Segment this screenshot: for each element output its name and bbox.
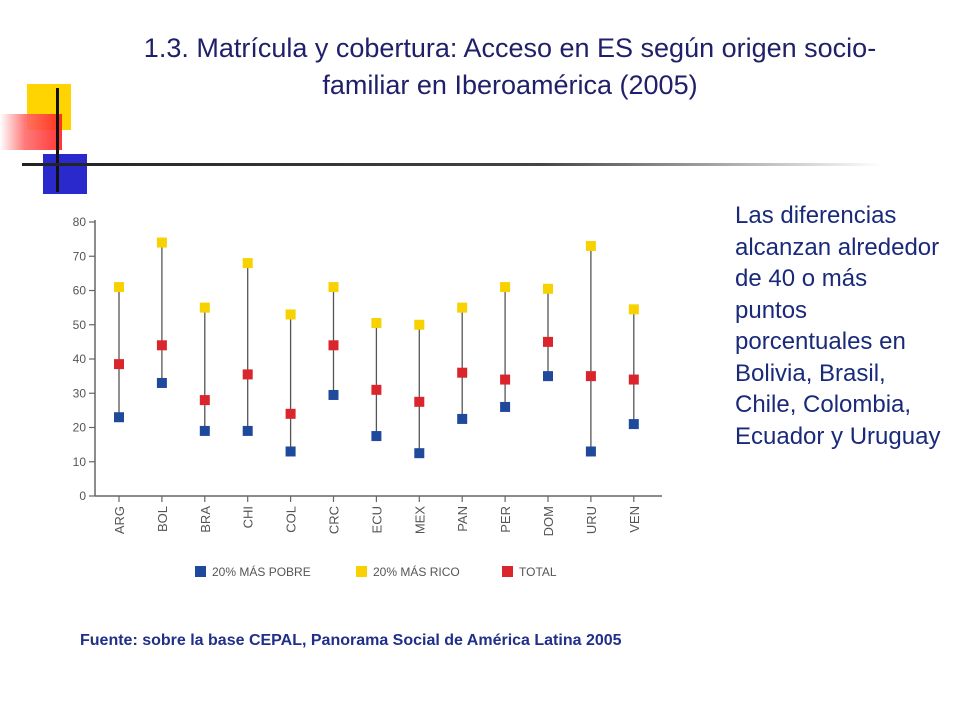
- y-tick-label: 60: [73, 284, 87, 298]
- x-tick-label: COL: [284, 506, 299, 533]
- x-tick-label: DOM: [541, 506, 556, 536]
- point-rich-chi: [242, 258, 253, 269]
- point-total-crc: [328, 340, 339, 351]
- title-underline: [22, 163, 882, 166]
- x-tick-label: PER: [498, 506, 513, 533]
- point-rich-crc: [328, 282, 339, 293]
- point-poor-ecu: [371, 431, 382, 442]
- point-total-bol: [156, 340, 167, 351]
- title-line-2: familiar en Iberoamérica (2005): [322, 70, 698, 100]
- y-tick-label: 40: [73, 352, 87, 366]
- x-tick-label: VEN: [627, 506, 642, 533]
- point-total-uru: [585, 371, 596, 382]
- point-total-mex: [414, 396, 425, 407]
- point-rich-mex: [414, 319, 425, 330]
- y-tick-label: 50: [73, 318, 87, 332]
- corner-blue-square: [43, 154, 87, 194]
- side-note: Las diferencias alcanzan alrededor de 40…: [735, 202, 941, 450]
- point-poor-chi: [242, 425, 253, 436]
- point-total-pan: [457, 367, 468, 378]
- x-tick-label: ECU: [369, 506, 384, 533]
- point-total-chi: [242, 369, 253, 380]
- point-total-arg: [114, 359, 124, 370]
- point-poor-arg: [114, 412, 124, 423]
- point-poor-ven: [628, 419, 639, 430]
- legend-label-total: TOTAL: [519, 565, 557, 579]
- title-line-1: 1.3. Matrícula y cobertura: Acceso en ES…: [143, 33, 877, 63]
- point-poor-col: [285, 446, 296, 457]
- point-total-col: [285, 408, 296, 419]
- x-tick-label: PAN: [455, 506, 470, 532]
- legend-swatch-poor: [195, 566, 206, 577]
- point-total-ecu: [371, 384, 382, 395]
- point-rich-pan: [457, 302, 468, 313]
- point-rich-dom: [543, 283, 553, 294]
- point-poor-uru: [585, 446, 596, 457]
- corner-red-square: [0, 114, 62, 150]
- point-total-dom: [543, 336, 553, 347]
- point-total-per: [500, 374, 511, 385]
- x-tick-label: BRA: [198, 506, 213, 533]
- point-poor-dom: [543, 371, 553, 382]
- x-tick-label: URU: [584, 506, 599, 534]
- y-tick-label: 80: [73, 215, 87, 229]
- legend-swatch-rich: [356, 566, 367, 577]
- legend-swatch-total: [502, 566, 513, 577]
- y-tick-label: 70: [73, 249, 87, 263]
- source-note: Fuente: sobre la base CEPAL, Panorama So…: [80, 632, 622, 649]
- point-rich-ecu: [371, 318, 382, 329]
- point-poor-crc: [328, 389, 339, 400]
- point-poor-mex: [414, 448, 425, 459]
- x-tick-label: CHI: [241, 506, 256, 528]
- point-poor-bra: [199, 425, 210, 436]
- point-rich-per: [500, 282, 511, 293]
- x-tick-label: BOL: [155, 506, 170, 532]
- point-poor-per: [500, 401, 511, 412]
- y-tick-label: 10: [73, 455, 87, 469]
- x-tick-label: MEX: [412, 506, 427, 535]
- page-title: 1.3. Matrícula y cobertura: Acceso en ES…: [60, 30, 960, 104]
- point-rich-bra: [199, 302, 210, 313]
- point-rich-ven: [628, 304, 639, 315]
- point-poor-bol: [156, 377, 167, 388]
- x-tick-label: ARG: [112, 506, 127, 534]
- point-total-bra: [199, 395, 210, 406]
- point-rich-col: [285, 309, 296, 320]
- y-tick-label: 0: [79, 489, 86, 503]
- point-rich-arg: [114, 282, 124, 293]
- legend-label-poor: 20% MÁS POBRE: [212, 564, 311, 579]
- point-total-ven: [628, 374, 639, 385]
- corner-vertical-line: [56, 88, 59, 192]
- point-poor-pan: [457, 413, 468, 424]
- point-rich-uru: [585, 240, 596, 251]
- point-rich-bol: [156, 237, 167, 248]
- legend-label-rich: 20% MÁS RICO: [373, 564, 460, 579]
- y-tick-label: 30: [73, 386, 87, 400]
- y-tick-label: 20: [73, 421, 87, 435]
- x-tick-label: CRC: [327, 506, 342, 534]
